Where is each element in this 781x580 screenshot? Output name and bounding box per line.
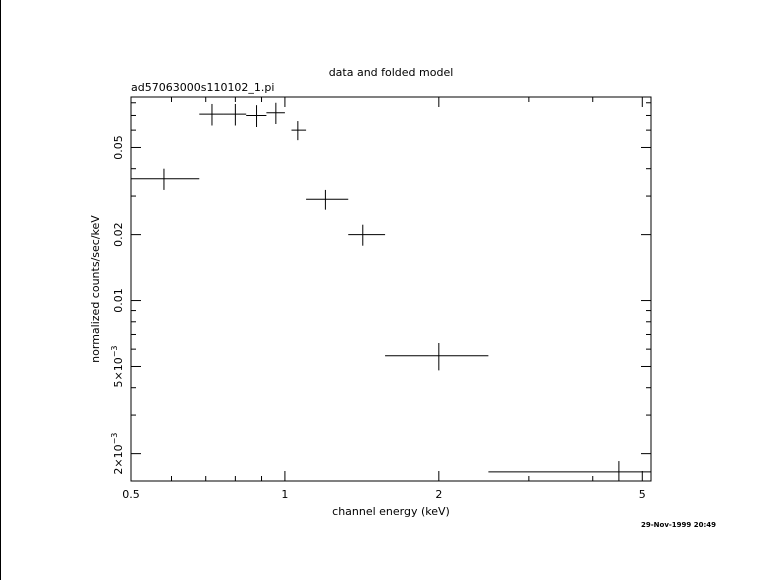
data-point	[246, 105, 267, 128]
data-point	[306, 189, 349, 210]
data-point	[266, 102, 285, 124]
data-point	[348, 224, 386, 246]
window-left-border	[0, 0, 1, 580]
x-tick-label: 2	[435, 488, 442, 501]
y-tick-label: 0.01	[112, 288, 125, 313]
chart-subtitle: ad57063000s110102_1.pi	[131, 81, 274, 94]
data-point	[385, 343, 489, 371]
y-tick-label: 0.05	[112, 135, 125, 160]
y-tick-label: 0.02	[112, 222, 125, 247]
data-point	[223, 103, 247, 126]
x-axis: 0.5 1 2 5	[122, 97, 646, 501]
data-points	[131, 102, 651, 481]
data-point	[131, 168, 200, 190]
x-tick-label: 1	[281, 488, 288, 501]
y-tick-label: 5×10−3	[110, 345, 125, 387]
y-axis: 2×10−3 5×10−3 0.01 0.02 0.05	[110, 102, 651, 475]
x-tick-label: 5	[639, 488, 646, 501]
y-axis-label: normalized counts/sec/keV	[89, 215, 102, 363]
data-point	[488, 461, 651, 481]
data-point	[291, 121, 307, 141]
chart-title: data and folded model	[329, 66, 454, 79]
plot-frame	[130, 96, 652, 482]
data-point	[199, 103, 224, 126]
y-tick-label: 2×10−3	[110, 433, 125, 475]
x-tick-label: 0.5	[122, 488, 140, 501]
x-axis-label: channel energy (keV)	[332, 505, 450, 518]
timestamp: 29-Nov-1999 20:49	[641, 521, 716, 529]
